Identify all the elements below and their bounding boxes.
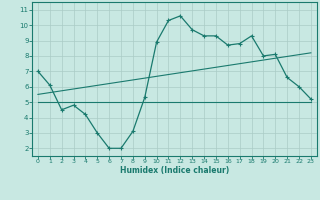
X-axis label: Humidex (Indice chaleur): Humidex (Indice chaleur) — [120, 166, 229, 175]
